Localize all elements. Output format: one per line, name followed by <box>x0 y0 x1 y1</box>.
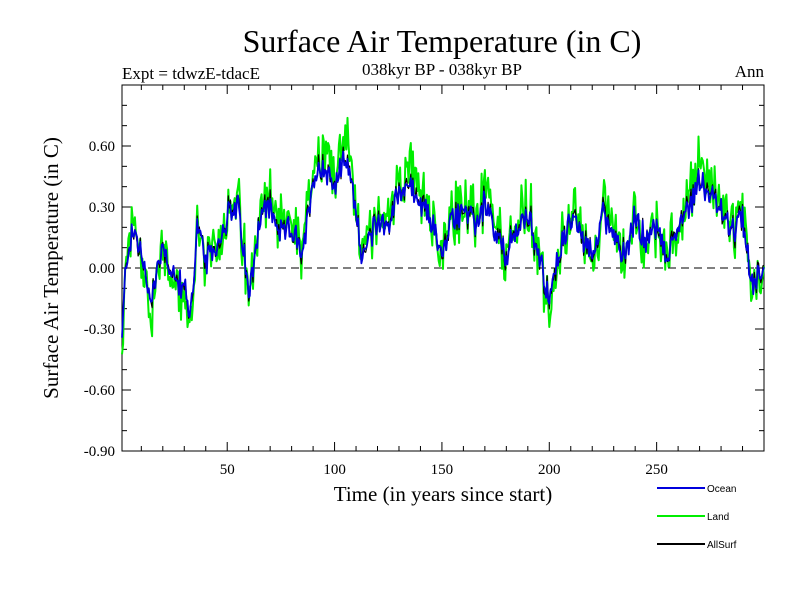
plot-series <box>121 116 765 355</box>
y-axis-label: Surface Air Temperature (in C) <box>39 137 63 399</box>
x-axis-label: Time (in years since start) <box>334 482 553 506</box>
y-tick-label: 0.00 <box>89 261 115 277</box>
y-tick-label: 0.30 <box>89 200 115 216</box>
x-tick-labels: 50 100 150 200 250 <box>220 462 668 478</box>
legend: Ocean Land AllSurf <box>657 484 737 551</box>
y-tick-labels: -0.90 -0.60 -0.30 0.00 0.30 0.60 <box>84 139 115 460</box>
experiment-label: Expt = tdwzE-tdacE <box>122 64 260 83</box>
x-tick-label: 50 <box>220 462 235 478</box>
x-tick-label: 200 <box>538 462 561 478</box>
y-tick-label: -0.30 <box>84 322 115 338</box>
y-tick-label: 0.60 <box>89 139 115 155</box>
chart-subtitle: 038kyr BP - 038kyr BP <box>362 60 522 79</box>
legend-label-allsurf: AllSurf <box>707 540 737 551</box>
x-tick-label: 100 <box>323 462 346 478</box>
x-tick-label: 150 <box>431 462 454 478</box>
series-line-land <box>121 116 765 355</box>
series-line-ocean <box>121 150 765 338</box>
y-tick-label: -0.60 <box>84 383 115 399</box>
legend-label-land: Land <box>707 512 729 523</box>
axis-ticks <box>122 84 765 452</box>
legend-label-ocean: Ocean <box>707 484 736 495</box>
y-tick-label: -0.90 <box>84 444 115 460</box>
chart-title: Surface Air Temperature (in C) <box>243 23 642 59</box>
x-tick-label: 250 <box>645 462 668 478</box>
season-label: Ann <box>735 62 765 81</box>
